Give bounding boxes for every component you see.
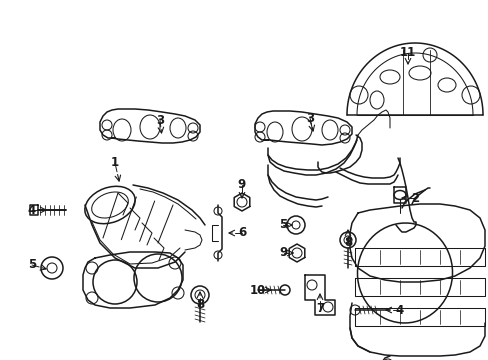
Text: 10: 10	[249, 284, 265, 297]
Text: 3: 3	[156, 113, 164, 126]
Text: 5: 5	[28, 258, 36, 271]
Text: 4: 4	[28, 203, 36, 216]
Text: 8: 8	[196, 298, 203, 311]
Text: 9: 9	[237, 179, 245, 192]
Text: 2: 2	[410, 192, 418, 204]
Text: 3: 3	[305, 112, 313, 125]
Text: 4: 4	[395, 303, 403, 316]
Text: 7: 7	[315, 302, 324, 315]
Text: 11: 11	[399, 46, 415, 59]
Text: 1: 1	[111, 157, 119, 170]
Text: 5: 5	[278, 219, 286, 231]
Text: 8: 8	[343, 237, 351, 249]
Text: 9: 9	[279, 247, 287, 260]
Text: 6: 6	[237, 226, 245, 239]
